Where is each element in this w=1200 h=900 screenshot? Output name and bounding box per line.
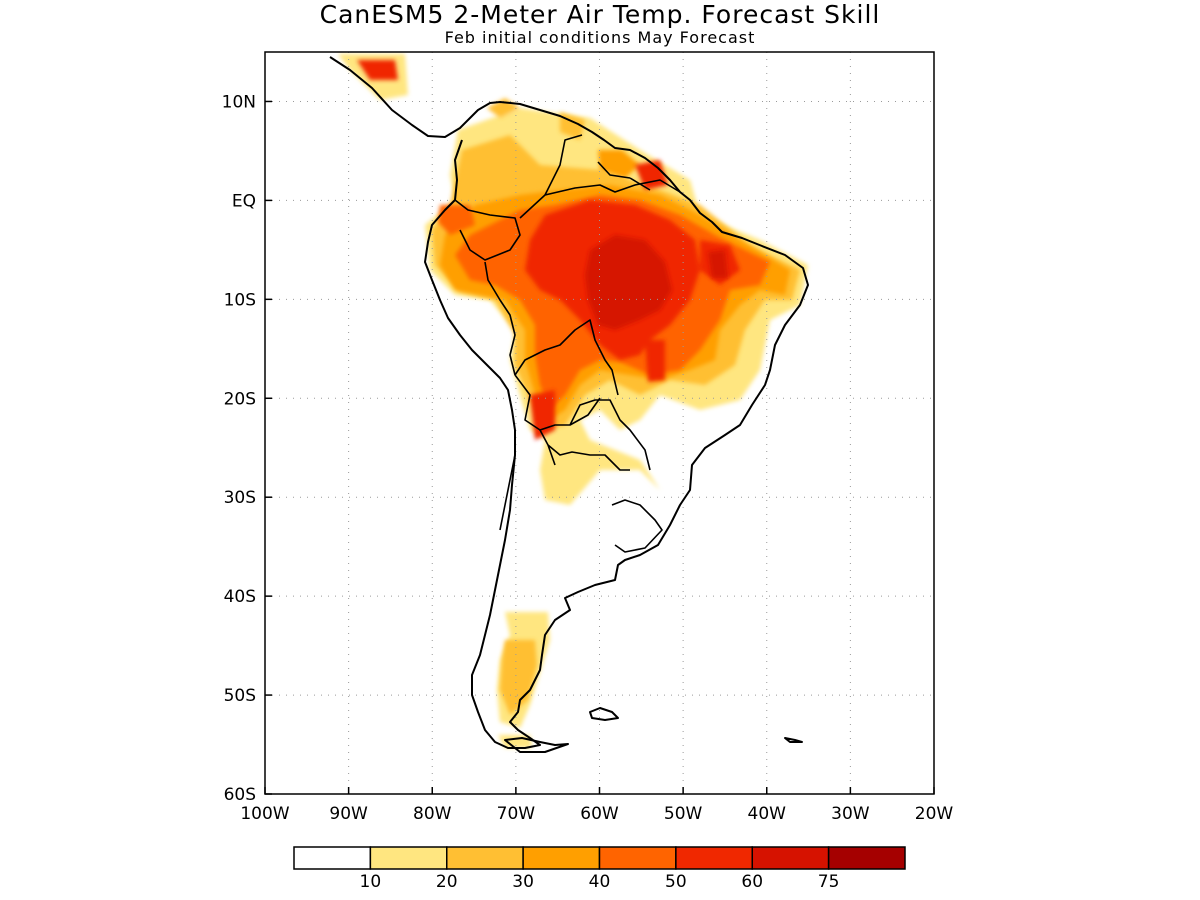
y-tick-label: 10S — [224, 290, 256, 310]
legend-swatch — [675, 846, 753, 870]
legend-label: 75 — [818, 872, 840, 892]
legend-swatch — [827, 846, 906, 870]
y-tick-label: 50S — [224, 686, 256, 706]
map-title: CanESM5 2-Meter Air Temp. Forecast Skill — [319, 0, 881, 29]
color-legend: 10 20 30 40 50 60 75 — [293, 846, 906, 892]
x-tick-label: 60W — [580, 804, 619, 824]
y-tick-label: 20S — [224, 389, 256, 409]
y-tick-label: 60S — [224, 785, 256, 805]
legend-label: 30 — [512, 872, 534, 892]
x-tick-label: 100W — [240, 804, 289, 824]
x-tick-label: 50W — [664, 804, 703, 824]
x-tick-label: 20W — [915, 804, 954, 824]
coastlines — [329, 56, 809, 753]
legend-swatch — [598, 846, 677, 870]
legend-swatch — [293, 846, 372, 870]
y-tick-label: 40S — [224, 587, 256, 607]
legend-swatch — [446, 846, 524, 870]
y-tick-label: EQ — [232, 191, 256, 211]
legend-label: 10 — [360, 872, 382, 892]
falkland-islands — [589, 707, 619, 721]
tierra-del-fuego — [504, 737, 569, 753]
country-borders — [454, 134, 681, 553]
map-axes: 100W 90W 80W 70W 60W 50W 40W 30W 20W 10N EQ 10S 20S 3… — [222, 92, 954, 824]
legend-swatch — [751, 846, 830, 870]
legend-label: 40 — [589, 872, 611, 892]
legend-label: 60 — [741, 872, 763, 892]
x-tick-label: 70W — [497, 804, 536, 824]
legend-label: 20 — [436, 872, 458, 892]
x-tick-label: 90W — [329, 804, 368, 824]
map-gridlines — [265, 52, 934, 794]
skill-60-75-area — [585, 235, 728, 330]
x-tick-label: 40W — [748, 804, 787, 824]
legend-label: 50 — [665, 872, 687, 892]
y-tick-label: 10N — [222, 92, 256, 112]
y-tick-label: 30S — [224, 488, 256, 508]
central-america-coast — [329, 56, 809, 749]
x-tick-label: 30W — [831, 804, 870, 824]
skill-shading-layer — [338, 54, 808, 748]
x-tick-label: 80W — [413, 804, 452, 824]
legend-swatch — [369, 846, 448, 870]
legend-swatch — [522, 846, 601, 870]
map-subtitle: Feb initial conditions May Forecast — [444, 28, 756, 47]
south-georgia — [784, 737, 803, 743]
